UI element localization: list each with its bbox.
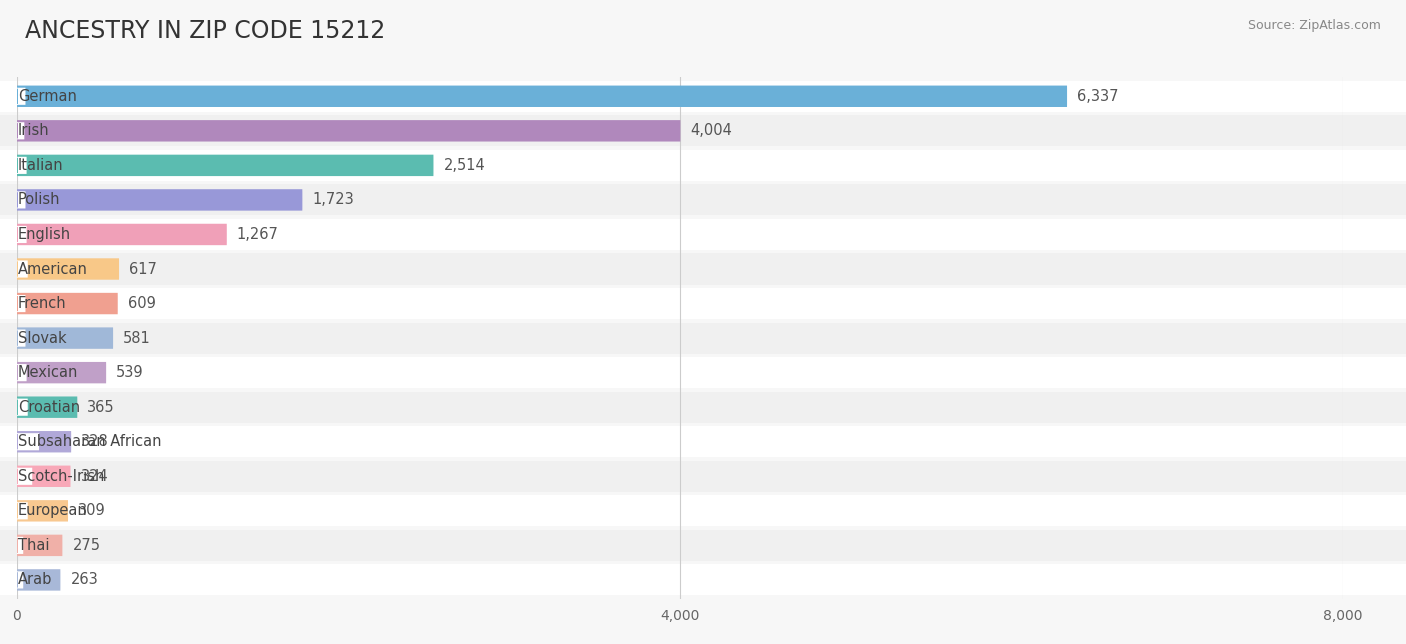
FancyBboxPatch shape xyxy=(0,460,1406,492)
FancyBboxPatch shape xyxy=(0,357,1406,388)
Text: Irish: Irish xyxy=(18,123,49,138)
Text: English: English xyxy=(18,227,72,242)
FancyBboxPatch shape xyxy=(17,535,62,556)
Text: Italian: Italian xyxy=(18,158,63,173)
FancyBboxPatch shape xyxy=(0,564,1406,596)
FancyBboxPatch shape xyxy=(17,537,24,554)
FancyBboxPatch shape xyxy=(0,80,1406,112)
Text: Scotch-Irish: Scotch-Irish xyxy=(18,469,104,484)
FancyBboxPatch shape xyxy=(17,397,77,418)
Text: 309: 309 xyxy=(77,504,105,518)
Text: 1,723: 1,723 xyxy=(312,193,354,207)
FancyBboxPatch shape xyxy=(17,260,28,278)
FancyBboxPatch shape xyxy=(0,495,1406,526)
FancyBboxPatch shape xyxy=(17,189,302,211)
Text: Subsaharan African: Subsaharan African xyxy=(18,434,162,450)
Text: Mexican: Mexican xyxy=(18,365,79,380)
Text: 275: 275 xyxy=(72,538,100,553)
FancyBboxPatch shape xyxy=(17,258,120,279)
FancyBboxPatch shape xyxy=(17,293,118,314)
FancyBboxPatch shape xyxy=(17,327,112,349)
Text: German: German xyxy=(18,89,77,104)
FancyBboxPatch shape xyxy=(0,288,1406,319)
Text: Arab: Arab xyxy=(18,573,52,587)
FancyBboxPatch shape xyxy=(17,502,28,520)
FancyBboxPatch shape xyxy=(0,530,1406,561)
Text: 6,337: 6,337 xyxy=(1077,89,1119,104)
FancyBboxPatch shape xyxy=(17,191,25,209)
FancyBboxPatch shape xyxy=(17,155,433,176)
FancyBboxPatch shape xyxy=(17,569,60,591)
Text: 365: 365 xyxy=(87,400,115,415)
Text: Thai: Thai xyxy=(18,538,49,553)
Text: Croatian: Croatian xyxy=(18,400,80,415)
Text: Slovak: Slovak xyxy=(18,330,66,346)
Text: 328: 328 xyxy=(82,434,108,450)
Text: 581: 581 xyxy=(124,330,150,346)
FancyBboxPatch shape xyxy=(0,150,1406,181)
Text: ANCESTRY IN ZIP CODE 15212: ANCESTRY IN ZIP CODE 15212 xyxy=(25,19,385,43)
FancyBboxPatch shape xyxy=(17,156,27,174)
FancyBboxPatch shape xyxy=(17,86,1067,107)
FancyBboxPatch shape xyxy=(17,468,32,485)
FancyBboxPatch shape xyxy=(0,323,1406,354)
FancyBboxPatch shape xyxy=(17,362,105,383)
FancyBboxPatch shape xyxy=(17,88,25,105)
Text: 2,514: 2,514 xyxy=(443,158,485,173)
FancyBboxPatch shape xyxy=(17,399,28,416)
FancyBboxPatch shape xyxy=(17,295,25,312)
FancyBboxPatch shape xyxy=(17,364,27,381)
FancyBboxPatch shape xyxy=(0,184,1406,216)
FancyBboxPatch shape xyxy=(0,254,1406,285)
Text: European: European xyxy=(18,504,87,518)
Text: 1,267: 1,267 xyxy=(236,227,278,242)
Text: 609: 609 xyxy=(128,296,156,311)
Text: 617: 617 xyxy=(129,261,157,276)
FancyBboxPatch shape xyxy=(0,392,1406,422)
Text: 4,004: 4,004 xyxy=(690,123,733,138)
FancyBboxPatch shape xyxy=(17,330,25,346)
FancyBboxPatch shape xyxy=(17,433,39,450)
Text: French: French xyxy=(18,296,66,311)
FancyBboxPatch shape xyxy=(17,120,681,142)
FancyBboxPatch shape xyxy=(17,122,24,139)
FancyBboxPatch shape xyxy=(17,431,72,453)
FancyBboxPatch shape xyxy=(17,500,67,522)
FancyBboxPatch shape xyxy=(0,219,1406,250)
Text: 539: 539 xyxy=(117,365,143,380)
FancyBboxPatch shape xyxy=(17,571,24,589)
Text: 263: 263 xyxy=(70,573,98,587)
Text: Polish: Polish xyxy=(18,193,60,207)
FancyBboxPatch shape xyxy=(0,115,1406,146)
FancyBboxPatch shape xyxy=(17,223,226,245)
FancyBboxPatch shape xyxy=(17,466,70,487)
Text: American: American xyxy=(18,261,87,276)
Text: Source: ZipAtlas.com: Source: ZipAtlas.com xyxy=(1247,19,1381,32)
FancyBboxPatch shape xyxy=(17,226,27,243)
Text: 324: 324 xyxy=(80,469,108,484)
FancyBboxPatch shape xyxy=(0,426,1406,457)
